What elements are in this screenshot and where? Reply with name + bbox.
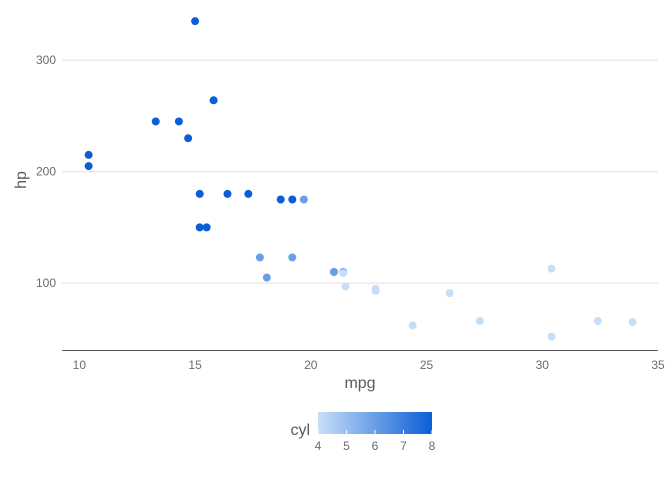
data-points — [84, 17, 637, 341]
data-point — [209, 96, 218, 105]
data-point — [84, 162, 93, 171]
data-point — [151, 117, 160, 126]
data-point — [339, 269, 348, 278]
data-point — [547, 264, 556, 273]
x-tick-label: 25 — [420, 358, 434, 372]
data-point — [191, 17, 200, 26]
data-point — [408, 321, 417, 330]
x-tick-label: 20 — [304, 358, 318, 372]
legend-title: cyl — [290, 422, 310, 439]
x-axis-ticks: 10 15 20 25 30 35 — [73, 358, 665, 372]
data-point — [244, 189, 253, 198]
y-tick-label: 200 — [36, 165, 56, 179]
x-tick-label: 30 — [536, 358, 550, 372]
data-point — [288, 253, 297, 262]
data-point — [445, 289, 454, 298]
y-tick-label: 100 — [36, 276, 56, 290]
data-point — [329, 267, 338, 276]
x-tick-label: 10 — [73, 358, 87, 372]
colorbar — [318, 412, 432, 434]
data-point — [628, 318, 637, 327]
y-axis-ticks: 100 200 300 — [36, 53, 56, 290]
data-point — [174, 117, 183, 126]
x-axis-title: mpg — [344, 375, 375, 392]
data-point — [195, 223, 204, 232]
x-tick-label: 35 — [651, 358, 665, 372]
x-tick-label: 15 — [188, 358, 202, 372]
colorbar-tick-label: 7 — [400, 439, 407, 453]
data-point — [255, 253, 264, 262]
colorbar-tick-label: 6 — [372, 439, 379, 453]
colorbar-ticks: 4 5 6 7 8 — [315, 430, 436, 453]
color-legend: cyl 4 5 6 7 8 — [290, 412, 436, 453]
colorbar-tick-label: 4 — [315, 439, 322, 453]
data-point — [276, 195, 285, 204]
data-point — [262, 273, 271, 282]
data-point — [475, 317, 484, 326]
data-point — [288, 195, 297, 204]
data-point — [341, 282, 350, 291]
colorbar-tick-label: 8 — [429, 439, 436, 453]
data-point — [223, 189, 232, 198]
data-point — [593, 317, 602, 326]
y-axis-title: hp — [13, 171, 30, 189]
gridlines — [62, 59, 658, 284]
data-point — [202, 223, 211, 232]
data-point — [547, 332, 556, 341]
data-point — [371, 284, 380, 293]
data-point — [299, 195, 308, 204]
data-point — [184, 134, 193, 143]
y-tick-label: 300 — [36, 53, 56, 67]
data-point — [84, 150, 93, 159]
data-point — [195, 189, 204, 198]
colorbar-tick-label: 5 — [343, 439, 350, 453]
